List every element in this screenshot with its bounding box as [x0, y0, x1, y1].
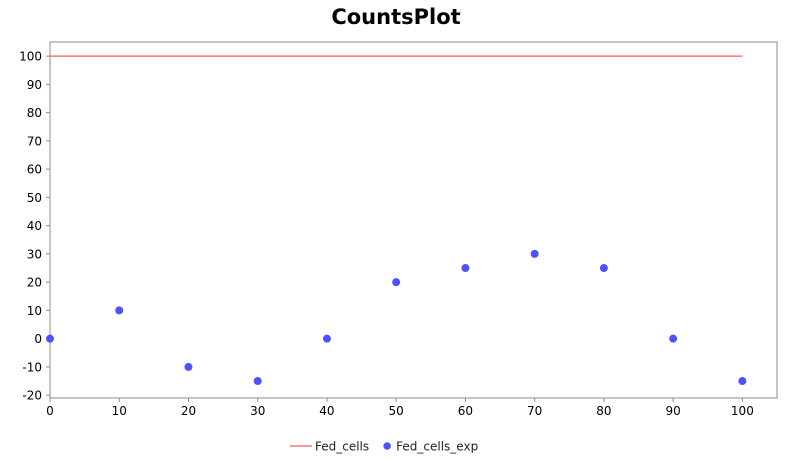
y-tick-label-12: 100 [19, 50, 42, 64]
data-point-1 [115, 306, 124, 315]
x-tick-label-1: 10 [112, 404, 127, 418]
x-tick-label-6: 60 [458, 404, 473, 418]
y-tick-label-5: 30 [27, 247, 42, 261]
x-tick-label-7: 70 [527, 404, 542, 418]
legend-swatch-1 [383, 442, 391, 450]
x-tick-label-2: 20 [181, 404, 196, 418]
y-tick-label-0: -20 [22, 389, 42, 403]
data-point-0 [46, 334, 54, 343]
chart-title: CountsPlot [331, 5, 460, 29]
data-point-8 [599, 264, 608, 273]
legend-label-0: Fed_cells [315, 440, 369, 454]
y-tick-label-11: 90 [27, 78, 42, 92]
x-tick-label-9: 90 [666, 404, 681, 418]
y-tick-label-6: 40 [27, 219, 42, 233]
data-point-6 [461, 264, 470, 273]
data-point-3 [253, 377, 262, 386]
y-tick-label-9: 70 [27, 134, 42, 148]
y-tick-label-2: 0 [34, 332, 42, 346]
data-point-5 [392, 278, 401, 287]
y-tick-label-8: 60 [27, 163, 42, 177]
x-tick-label-10: 100 [731, 404, 754, 418]
data-point-4 [322, 334, 331, 343]
x-tick-label-4: 40 [319, 404, 334, 418]
y-tick-label-4: 20 [27, 276, 42, 290]
legend-label-1: Fed_cells_exp [396, 440, 478, 454]
y-tick-label-10: 80 [27, 106, 42, 120]
data-point-2 [184, 362, 193, 371]
data-point-10 [738, 377, 747, 386]
y-axis: -20 -10 0 10 20 30 40 50 60 70 80 90 100 [19, 50, 50, 403]
series-layer [46, 55, 747, 386]
data-point-7 [530, 249, 539, 258]
y-tick-label-1: -10 [22, 360, 42, 374]
x-axis: 0 10 20 30 40 50 60 70 80 90 100 [46, 398, 754, 418]
x-tick-label-5: 50 [389, 404, 404, 418]
y-tick-label-3: 10 [27, 304, 42, 318]
y-tick-label-7: 50 [27, 191, 42, 205]
x-tick-label-0: 0 [46, 404, 54, 418]
legend: Fed_cells Fed_cells_exp [290, 440, 478, 454]
x-tick-label-8: 80 [596, 404, 611, 418]
data-point-9 [669, 334, 678, 343]
x-tick-label-3: 30 [250, 404, 265, 418]
plot-area [49, 41, 778, 399]
